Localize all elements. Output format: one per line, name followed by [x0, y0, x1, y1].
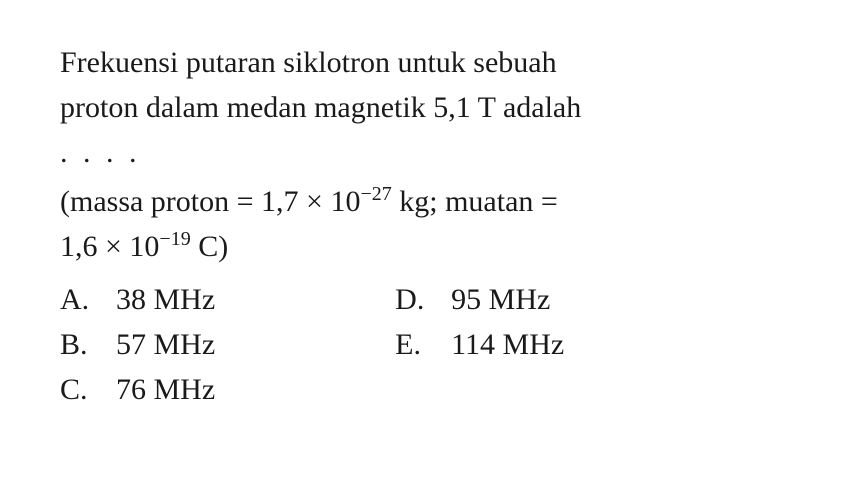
question-container: Frekuensi putaran siklotron untuk sebuah… — [60, 40, 787, 412]
given-exp2: −19 — [159, 228, 190, 250]
question-line-1: Frekuensi putaran siklotron untuk sebuah — [60, 46, 557, 79]
question-dots: . . . . — [60, 136, 141, 169]
option-b: B. 57 MHz — [60, 322, 215, 367]
option-value: 114 MHz — [451, 322, 564, 367]
option-letter: A. — [60, 277, 116, 322]
options-right-column: D. 95 MHz E. 114 MHz — [395, 277, 564, 412]
options-left-column: A. 38 MHz B. 57 MHz C. 76 MHz — [60, 277, 215, 412]
given-line2-prefix: 1,6 × 10 — [60, 230, 159, 263]
option-e: E. 114 MHz — [395, 322, 564, 367]
given-mid: kg; muatan = — [392, 185, 558, 218]
given-line2-suffix: C) — [191, 230, 229, 263]
option-value: 57 MHz — [116, 322, 215, 367]
option-a: A. 38 MHz — [60, 277, 215, 322]
option-value: 76 MHz — [116, 367, 215, 412]
option-letter: E. — [395, 322, 451, 367]
given-data-block: (massa proton = 1,7 × 10−27 kg; muatan =… — [60, 179, 787, 269]
option-c: C. 76 MHz — [60, 367, 215, 412]
question-line-2: proton dalam medan magnetik 5,1 T adalah — [60, 91, 581, 124]
option-value: 95 MHz — [451, 277, 550, 322]
options-container: A. 38 MHz B. 57 MHz C. 76 MHz D. 95 MHz … — [60, 277, 787, 412]
question-text-block: Frekuensi putaran siklotron untuk sebuah… — [60, 40, 787, 175]
option-letter: B. — [60, 322, 116, 367]
option-d: D. 95 MHz — [395, 277, 564, 322]
given-exp1: −27 — [360, 183, 391, 205]
option-letter: C. — [60, 367, 116, 412]
option-value: 38 MHz — [116, 277, 215, 322]
given-prefix: (massa proton = 1,7 × 10 — [60, 185, 360, 218]
option-letter: D. — [395, 277, 451, 322]
